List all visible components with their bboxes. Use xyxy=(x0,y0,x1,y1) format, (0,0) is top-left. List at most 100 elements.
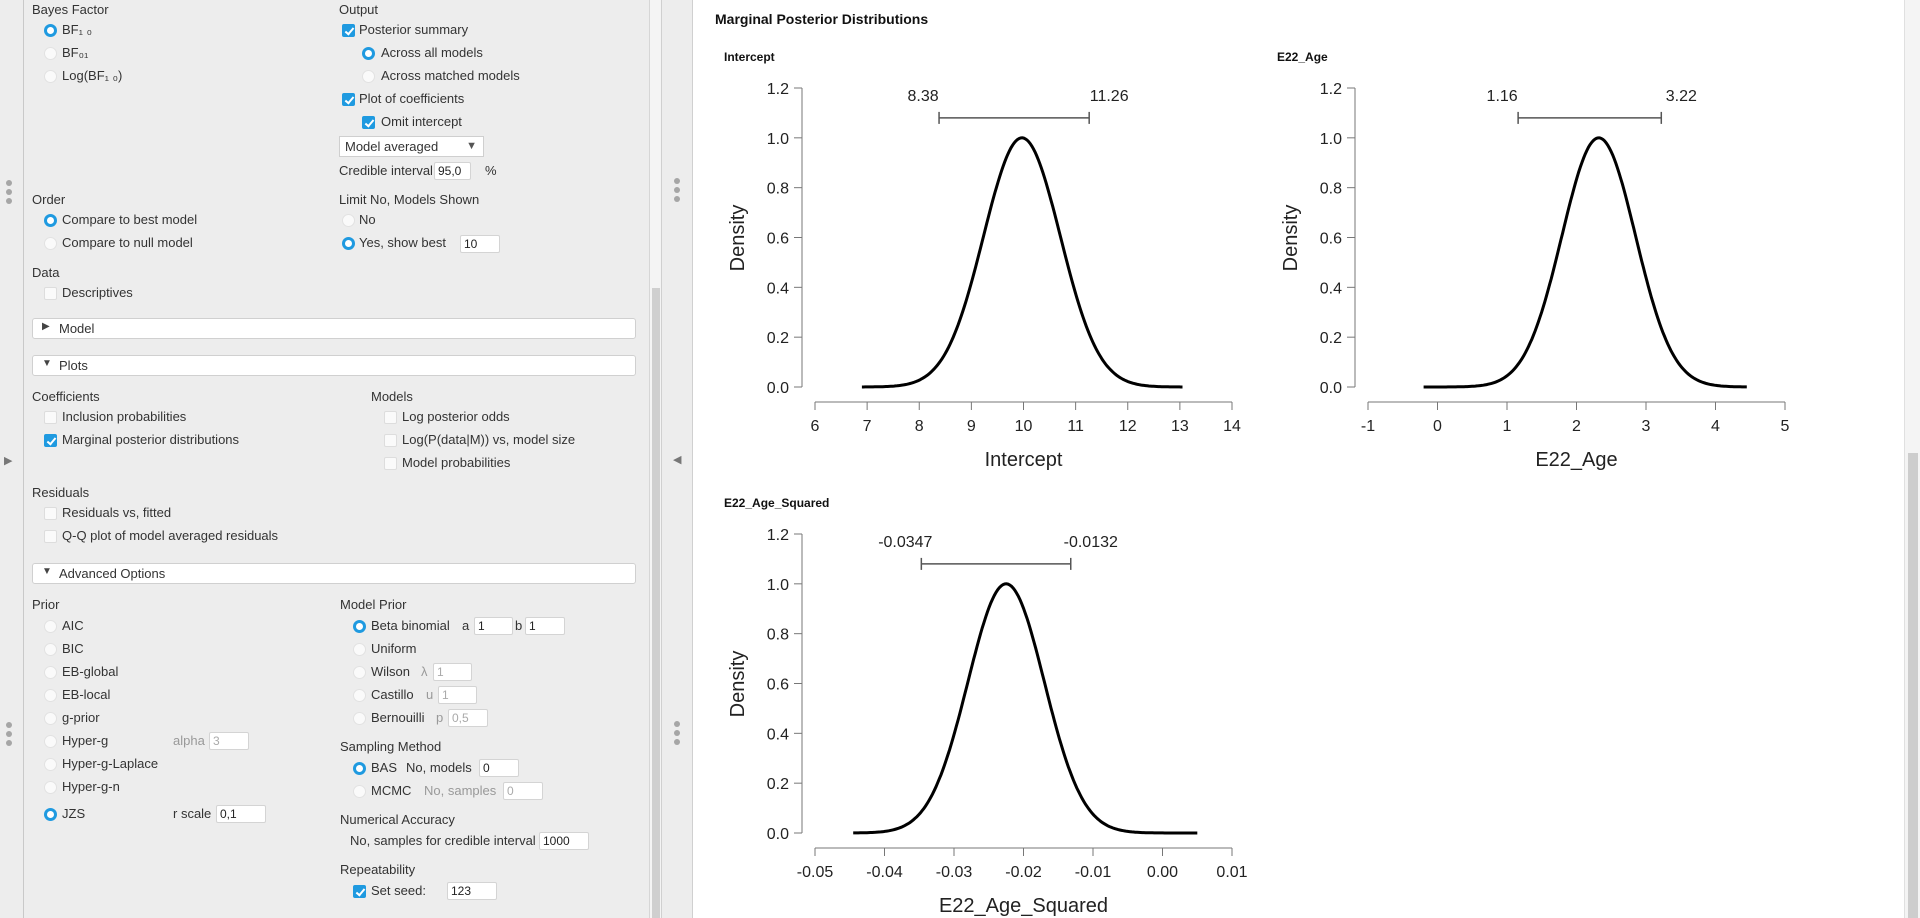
logbf-radio[interactable] xyxy=(44,70,57,83)
p-input[interactable]: 0,5 xyxy=(448,709,488,727)
a-input[interactable]: 1 xyxy=(474,617,513,635)
across-matched-models-label: Across matched models xyxy=(381,68,520,83)
lambda-label: λ xyxy=(421,664,428,679)
model-averaged-dropdown[interactable]: Model averaged ▼ xyxy=(339,136,484,157)
set-seed-checkbox[interactable] xyxy=(353,885,366,898)
density-curve xyxy=(1423,136,1747,389)
across-all-models-label: Across all models xyxy=(381,45,483,60)
limit-yes-radio[interactable] xyxy=(342,237,355,250)
y-tick-label: 0.2 xyxy=(767,776,789,793)
beta-binomial-radio[interactable] xyxy=(353,620,366,633)
y-tick-label: 1.0 xyxy=(767,577,789,594)
uniform-radio[interactable] xyxy=(353,643,366,656)
prior-hyper-g-laplace-radio[interactable] xyxy=(44,758,57,771)
ci-lower-label: -0.0347 xyxy=(878,534,932,551)
prior-aic-radio[interactable] xyxy=(44,620,57,633)
intercept-density-plot: Intercept 0.0 0.2 0.4 0.6 0.8 1.0 1.2 6 7 8 9 10 11 12… xyxy=(724,50,1241,471)
data-heading: Data xyxy=(32,265,60,280)
r-scale-input[interactable]: 0,1 xyxy=(216,805,266,823)
bas-label: BAS xyxy=(371,760,398,775)
panel-splitter[interactable]: ◀ xyxy=(661,0,693,918)
descriptives-checkbox[interactable] xyxy=(44,287,57,300)
castillo-radio[interactable] xyxy=(353,689,366,702)
qq-plot-label: Q-Q plot of model averaged residuals xyxy=(62,528,279,543)
scrollbar-thumb[interactable] xyxy=(652,288,660,918)
prior-eb-global-radio[interactable] xyxy=(44,666,57,679)
no-samples-input[interactable]: 0 xyxy=(503,782,543,800)
posterior-summary-checkbox[interactable] xyxy=(342,24,355,37)
ci-upper-label: 3.22 xyxy=(1666,88,1697,105)
expand-arrow-icon[interactable]: ▶ xyxy=(4,455,13,467)
log-posterior-odds-label: Log posterior odds xyxy=(402,409,510,424)
prior-eb-local-radio[interactable] xyxy=(44,689,57,702)
wilson-radio[interactable] xyxy=(353,666,366,679)
models-heading: Models xyxy=(371,389,413,404)
u-input[interactable]: 1 xyxy=(438,686,477,704)
posterior-summary-label: Posterior summary xyxy=(359,22,469,37)
x-axis-title: E22_Age_Squared xyxy=(939,895,1108,917)
inclusion-probabilities-label: Inclusion probabilities xyxy=(62,409,187,424)
coefficients-heading: Coefficients xyxy=(32,389,100,404)
log-p-model-size-checkbox[interactable] xyxy=(384,434,397,447)
r-scale-label: r scale xyxy=(173,806,212,821)
show-best-input[interactable]: 10 xyxy=(460,235,500,253)
x-tick-label: 2 xyxy=(1572,418,1581,435)
x-axis-title: E22_Age xyxy=(1535,449,1617,471)
density-curve xyxy=(861,136,1183,389)
drag-handle-icon[interactable] xyxy=(6,180,12,204)
prior-hyper-g-n-radio[interactable] xyxy=(44,781,57,794)
inclusion-probabilities-checkbox[interactable] xyxy=(44,411,57,424)
order-heading: Order xyxy=(32,192,66,207)
residuals-vs-fitted-checkbox[interactable] xyxy=(44,507,57,520)
output-heading: Output xyxy=(339,2,379,17)
no-models-input[interactable]: 0 xyxy=(479,759,519,777)
model-section-toggle[interactable]: ▶ Model xyxy=(32,318,636,339)
y-tick-label: 0.4 xyxy=(767,280,789,297)
no-models-label: No, models xyxy=(406,760,472,775)
limit-models-heading: Limit No, Models Shown xyxy=(339,192,480,207)
marginal-posterior-checkbox[interactable] xyxy=(44,434,57,447)
bernoulli-radio[interactable] xyxy=(353,712,366,725)
compare-best-radio[interactable] xyxy=(44,214,57,227)
mcmc-radio[interactable] xyxy=(353,785,366,798)
prior-hyper-g-radio[interactable] xyxy=(44,735,57,748)
b-input[interactable]: 1 xyxy=(525,617,565,635)
prior-g-prior-label: g-prior xyxy=(62,710,100,725)
set-seed-input[interactable]: 123 xyxy=(447,882,497,900)
drag-handle-icon[interactable] xyxy=(674,178,680,202)
bas-radio[interactable] xyxy=(353,762,366,775)
model-probabilities-checkbox[interactable] xyxy=(384,457,397,470)
x-tick-label: 6 xyxy=(811,418,820,435)
collapse-arrow-icon[interactable]: ◀ xyxy=(673,454,682,466)
drag-handle-icon[interactable] xyxy=(674,721,680,745)
model-probabilities-label: Model probabilities xyxy=(402,455,511,470)
credible-samples-input[interactable]: 1000 xyxy=(539,832,589,850)
model-section-label: Model xyxy=(59,321,95,336)
x-tick-label: -1 xyxy=(1361,418,1375,435)
prior-g-prior-radio[interactable] xyxy=(44,712,57,725)
credible-interval-label: Credible interval xyxy=(339,163,433,178)
credible-interval-input[interactable]: 95,0 xyxy=(434,162,471,180)
limit-no-label: No xyxy=(359,212,376,227)
bf01-radio[interactable] xyxy=(44,47,57,60)
options-scrollbar[interactable] xyxy=(649,0,661,918)
limit-no-radio[interactable] xyxy=(342,214,355,227)
plots-section-toggle[interactable]: ▼ Plots xyxy=(32,355,636,376)
compare-null-radio[interactable] xyxy=(44,237,57,250)
drag-handle-icon[interactable] xyxy=(6,722,12,746)
bf10-radio[interactable] xyxy=(44,24,57,37)
plot-coefficients-checkbox[interactable] xyxy=(342,93,355,106)
advanced-options-toggle[interactable]: ▼ Advanced Options xyxy=(32,563,636,584)
across-matched-models-radio[interactable] xyxy=(362,70,375,83)
lambda-input[interactable]: 1 xyxy=(433,663,472,681)
qq-plot-checkbox[interactable] xyxy=(44,530,57,543)
prior-jzs-radio[interactable] xyxy=(44,808,57,821)
prior-hyper-g-laplace-label: Hyper-g-Laplace xyxy=(62,756,159,771)
scrollbar-thumb[interactable] xyxy=(1908,453,1918,918)
alpha-input[interactable]: 3 xyxy=(209,732,249,750)
results-scrollbar[interactable] xyxy=(1904,0,1920,918)
across-all-models-radio[interactable] xyxy=(362,47,375,60)
prior-bic-radio[interactable] xyxy=(44,643,57,656)
omit-intercept-checkbox[interactable] xyxy=(362,116,375,129)
log-posterior-odds-checkbox[interactable] xyxy=(384,411,397,424)
